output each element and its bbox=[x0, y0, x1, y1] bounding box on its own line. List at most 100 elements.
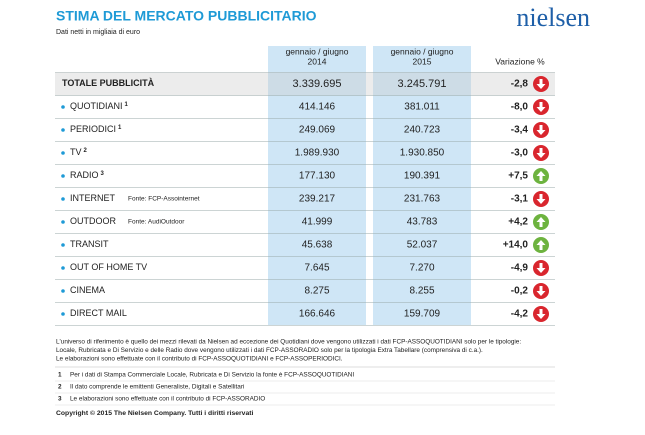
row-label: PERIODICI 1 bbox=[70, 124, 122, 134]
total-row-bg bbox=[55, 72, 555, 96]
value-2015: 159.709 bbox=[404, 309, 441, 320]
variation: -4,2 bbox=[511, 309, 529, 320]
footnote-paragraph: Locale, Rubricata e Di Servizio e delle … bbox=[56, 347, 483, 354]
value-2015: 43.783 bbox=[407, 217, 438, 228]
arrow-glyph bbox=[536, 79, 546, 89]
column-shade bbox=[373, 46, 471, 325]
variation: -0,2 bbox=[511, 286, 529, 297]
arrow-glyph bbox=[536, 309, 546, 319]
variation: +7,5 bbox=[508, 171, 528, 182]
arrow-down bbox=[533, 260, 549, 276]
label-text: TOTALE PUBBLICITÀ bbox=[62, 78, 155, 88]
column-header: 2014 bbox=[308, 56, 327, 66]
footnote-paragraph: Le elaborazioni sono effettuate con il c… bbox=[56, 356, 343, 363]
variation: -4,9 bbox=[511, 263, 529, 274]
bullet bbox=[61, 197, 65, 201]
note-marker: 3 bbox=[58, 396, 62, 403]
column-header: gennaio / giugno bbox=[391, 46, 454, 56]
label-text: INTERNET bbox=[70, 193, 116, 203]
arrow-glyph bbox=[536, 217, 546, 227]
table: TOTALE PUBBLICITÀ 3.339.695 3.245.791 -2,8 Q… bbox=[55, 72, 555, 326]
value-2014: 414.146 bbox=[299, 102, 336, 113]
variation: -3,4 bbox=[511, 125, 529, 136]
variation: -3,0 bbox=[511, 148, 529, 159]
value-2015: 231.763 bbox=[404, 194, 441, 205]
copyright: Copyright © 2015 The Nielsen Company. Tu… bbox=[56, 409, 253, 417]
arrow-glyph bbox=[536, 263, 546, 273]
value-2015: 8.255 bbox=[409, 286, 434, 297]
value-2014: 1.989.930 bbox=[295, 148, 340, 159]
superscript: 3 bbox=[101, 171, 105, 177]
value-2014: 7.645 bbox=[304, 263, 329, 274]
column-shade bbox=[268, 46, 366, 325]
subtitle: Dati netti in migliaia di euro bbox=[56, 29, 140, 36]
variation: +14,0 bbox=[503, 240, 529, 251]
bullet bbox=[61, 128, 65, 132]
value-2014: 41.999 bbox=[302, 217, 333, 228]
variation: -3,1 bbox=[511, 194, 529, 205]
row-label: TRANSIT bbox=[70, 239, 109, 249]
superscript: 2 bbox=[84, 148, 88, 154]
arrow-up bbox=[533, 237, 549, 253]
row-label: INTERNET bbox=[70, 193, 116, 203]
logo: nielsen bbox=[516, 3, 590, 32]
label-text: RADIO bbox=[70, 170, 99, 180]
arrow-glyph bbox=[536, 194, 546, 204]
value-2015: 52.037 bbox=[407, 240, 438, 251]
row-label: TOTALE PUBBLICITÀ bbox=[62, 78, 155, 88]
footer: L'universo di riferimento è quello dei m… bbox=[55, 339, 555, 417]
note-text: Per i dati di Stampa Commerciale Locale,… bbox=[70, 372, 354, 379]
label-text: OUTDOOR bbox=[70, 216, 116, 226]
note-text: Il dato comprende le emittenti Generalis… bbox=[70, 384, 244, 391]
source-note: Fonte: FCP-Assointernet bbox=[128, 196, 200, 203]
value-2015: 1.930.850 bbox=[400, 148, 445, 159]
label-text: OUT OF HOME TV bbox=[70, 262, 147, 272]
arrow-down bbox=[533, 99, 549, 115]
superscript: 1 bbox=[118, 125, 122, 131]
arrow-glyph bbox=[536, 148, 546, 158]
bullet bbox=[61, 151, 65, 155]
value-2014: 249.069 bbox=[299, 125, 336, 136]
label-text: CINEMA bbox=[70, 285, 105, 295]
label-text: PERIODICI bbox=[70, 124, 116, 134]
bullet bbox=[61, 243, 65, 247]
arrow-glyph bbox=[536, 240, 546, 250]
label-text: TRANSIT bbox=[70, 239, 109, 249]
note-marker: 1 bbox=[58, 372, 62, 379]
arrow-glyph bbox=[536, 125, 546, 135]
row-label: RADIO 3 bbox=[70, 170, 105, 180]
arrow-down bbox=[533, 283, 549, 299]
label-text: TV bbox=[70, 147, 82, 157]
arrow-down bbox=[533, 306, 549, 322]
row-label: TV 2 bbox=[70, 147, 88, 157]
variation: -8,0 bbox=[511, 102, 529, 113]
bullet bbox=[61, 312, 65, 316]
value-2015: 3.245.791 bbox=[398, 78, 447, 90]
row-label: OUT OF HOME TV bbox=[70, 262, 147, 272]
column-header: 2015 bbox=[413, 56, 432, 66]
label-text: QUOTIDIANI bbox=[70, 101, 123, 111]
row-label: DIRECT MAIL bbox=[70, 308, 127, 318]
row-label: CINEMA bbox=[70, 285, 105, 295]
arrow-glyph bbox=[536, 286, 546, 296]
value-2014: 239.217 bbox=[299, 194, 336, 205]
label-text: DIRECT MAIL bbox=[70, 308, 127, 318]
arrow-down bbox=[533, 76, 549, 92]
arrow-up bbox=[533, 214, 549, 230]
arrow-down bbox=[533, 191, 549, 207]
footnote-paragraph: L'universo di riferimento è quello dei m… bbox=[56, 339, 521, 346]
arrow-down bbox=[533, 122, 549, 138]
value-2014: 45.638 bbox=[302, 240, 333, 251]
row-label: QUOTIDIANI 1 bbox=[70, 101, 129, 111]
value-2014: 8.275 bbox=[304, 286, 329, 297]
value-2014: 166.646 bbox=[299, 309, 336, 320]
bullet bbox=[61, 220, 65, 224]
row-label: OUTDOOR bbox=[70, 216, 116, 226]
value-2015: 7.270 bbox=[409, 263, 434, 274]
bullet bbox=[61, 105, 65, 109]
note-marker: 2 bbox=[58, 384, 62, 391]
column-header: gennaio / giugno bbox=[286, 46, 349, 56]
value-2014: 177.130 bbox=[299, 171, 336, 182]
value-2014: 3.339.695 bbox=[293, 78, 342, 90]
